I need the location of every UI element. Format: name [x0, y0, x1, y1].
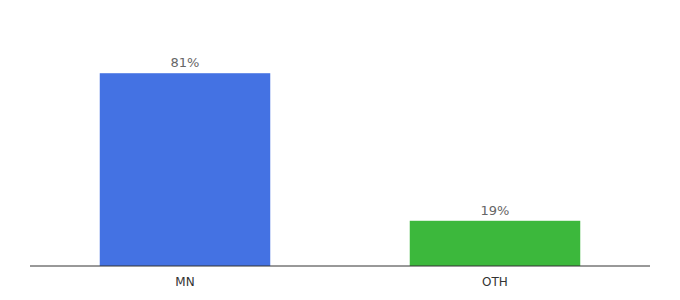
chart-container: 81% 19% MN OTH [0, 0, 680, 300]
x-tick-label: OTH [482, 275, 508, 289]
bar [100, 73, 271, 266]
data-label: 81% [171, 55, 200, 70]
x-tick-label: MN [175, 275, 194, 289]
data-label: 19% [481, 203, 510, 218]
chart: 81% 19% MN OTH [0, 0, 680, 300]
bar [410, 221, 581, 266]
bars [100, 73, 581, 266]
x-axis-line [30, 266, 650, 267]
